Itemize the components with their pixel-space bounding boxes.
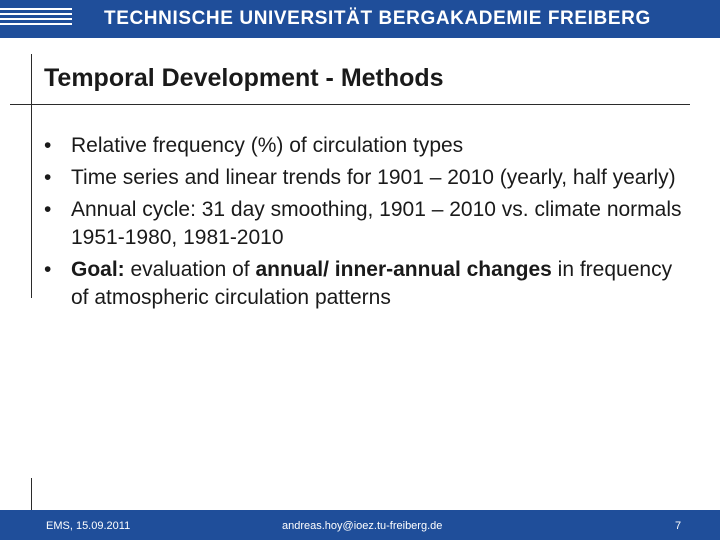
bullet-item: • Relative frequency (%) of circulation … [44, 132, 694, 160]
bullet-dot-icon: • [44, 134, 52, 157]
footer-email: andreas.hoy@ioez.tu-freiberg.de [282, 520, 443, 532]
slide-number: 7 [675, 520, 682, 532]
bullet-text: Time series and linear trends for 1901 –… [71, 166, 676, 189]
goal-label: Goal: [71, 258, 125, 281]
bullet-dot-icon: • [44, 258, 52, 281]
university-name: TECHNISCHE UNIVERSITÄT BERGAKADEMIE FREI… [104, 8, 651, 29]
university-header-bar: TECHNISCHE UNIVERSITÄT BERGAKADEMIE FREI… [0, 0, 720, 38]
bullet-list: • Relative frequency (%) of circulation … [44, 132, 694, 316]
left-divider-line-bottom [31, 478, 32, 528]
goal-text-bold: annual/ inner-annual changes [255, 258, 552, 281]
goal-text-part2: in frequency of atmospheric circulation … [71, 258, 673, 309]
title-underline [10, 104, 690, 105]
bullet-dot-icon: • [44, 198, 52, 221]
footer-bar: EMS, 15.09.2011 andreas.hoy@ioez.tu-frei… [0, 510, 720, 540]
bullet-item: • Time series and linear trends for 1901… [44, 164, 694, 192]
slide-title: Temporal Development - Methods [44, 64, 444, 92]
footer-date: EMS, 15.09.2011 [46, 520, 131, 532]
bullet-dot-icon: • [44, 166, 52, 189]
bullet-text: Annual cycle: 31 day smoothing, 1901 – 2… [71, 198, 682, 249]
goal-text-part1: evaluation of [124, 258, 256, 281]
bullet-text: Relative frequency (%) of circulation ty… [71, 134, 464, 157]
left-divider-line [31, 54, 32, 298]
bullet-item-goal: • Goal: evaluation of annual/ inner-annu… [44, 256, 694, 312]
header-stripes-logo [0, 8, 72, 32]
bullet-item: • Annual cycle: 31 day smoothing, 1901 –… [44, 196, 694, 252]
